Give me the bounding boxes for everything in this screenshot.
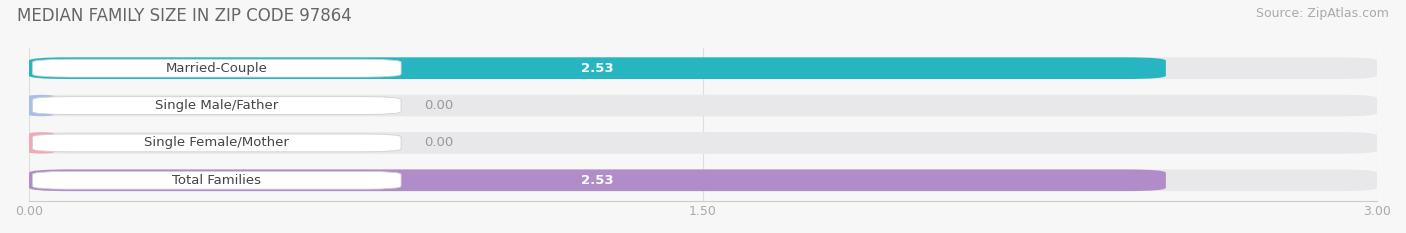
Text: 2.53: 2.53 [581, 174, 614, 187]
Text: 0.00: 0.00 [425, 99, 454, 112]
FancyBboxPatch shape [30, 169, 1376, 191]
Text: Single Male/Father: Single Male/Father [155, 99, 278, 112]
Text: MEDIAN FAMILY SIZE IN ZIP CODE 97864: MEDIAN FAMILY SIZE IN ZIP CODE 97864 [17, 7, 352, 25]
Text: 0.00: 0.00 [425, 136, 454, 149]
FancyBboxPatch shape [32, 134, 401, 152]
FancyBboxPatch shape [30, 95, 53, 116]
Text: 2.53: 2.53 [581, 62, 614, 75]
FancyBboxPatch shape [30, 132, 1376, 154]
Text: Source: ZipAtlas.com: Source: ZipAtlas.com [1256, 7, 1389, 20]
FancyBboxPatch shape [32, 171, 401, 189]
FancyBboxPatch shape [32, 59, 401, 77]
Text: Single Female/Mother: Single Female/Mother [145, 136, 290, 149]
FancyBboxPatch shape [30, 57, 1376, 79]
Text: Married-Couple: Married-Couple [166, 62, 267, 75]
FancyBboxPatch shape [30, 57, 1166, 79]
FancyBboxPatch shape [32, 97, 401, 114]
FancyBboxPatch shape [30, 169, 1166, 191]
FancyBboxPatch shape [30, 132, 53, 154]
FancyBboxPatch shape [30, 95, 1376, 116]
Text: Total Families: Total Families [173, 174, 262, 187]
